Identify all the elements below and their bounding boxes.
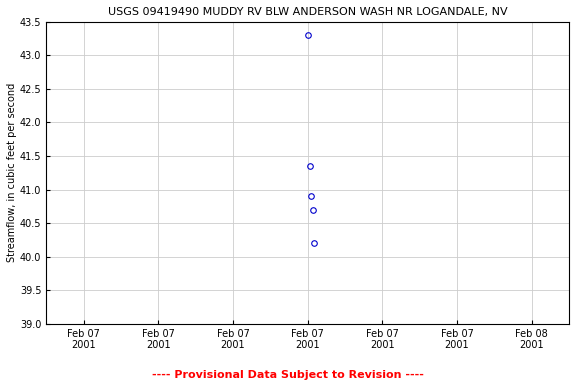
- Title: USGS 09419490 MUDDY RV BLW ANDERSON WASH NR LOGANDALE, NV: USGS 09419490 MUDDY RV BLW ANDERSON WASH…: [108, 7, 507, 17]
- Y-axis label: Streamflow, in cubic feet per second: Streamflow, in cubic feet per second: [7, 83, 17, 262]
- Text: ---- Provisional Data Subject to Revision ----: ---- Provisional Data Subject to Revisio…: [152, 370, 424, 380]
